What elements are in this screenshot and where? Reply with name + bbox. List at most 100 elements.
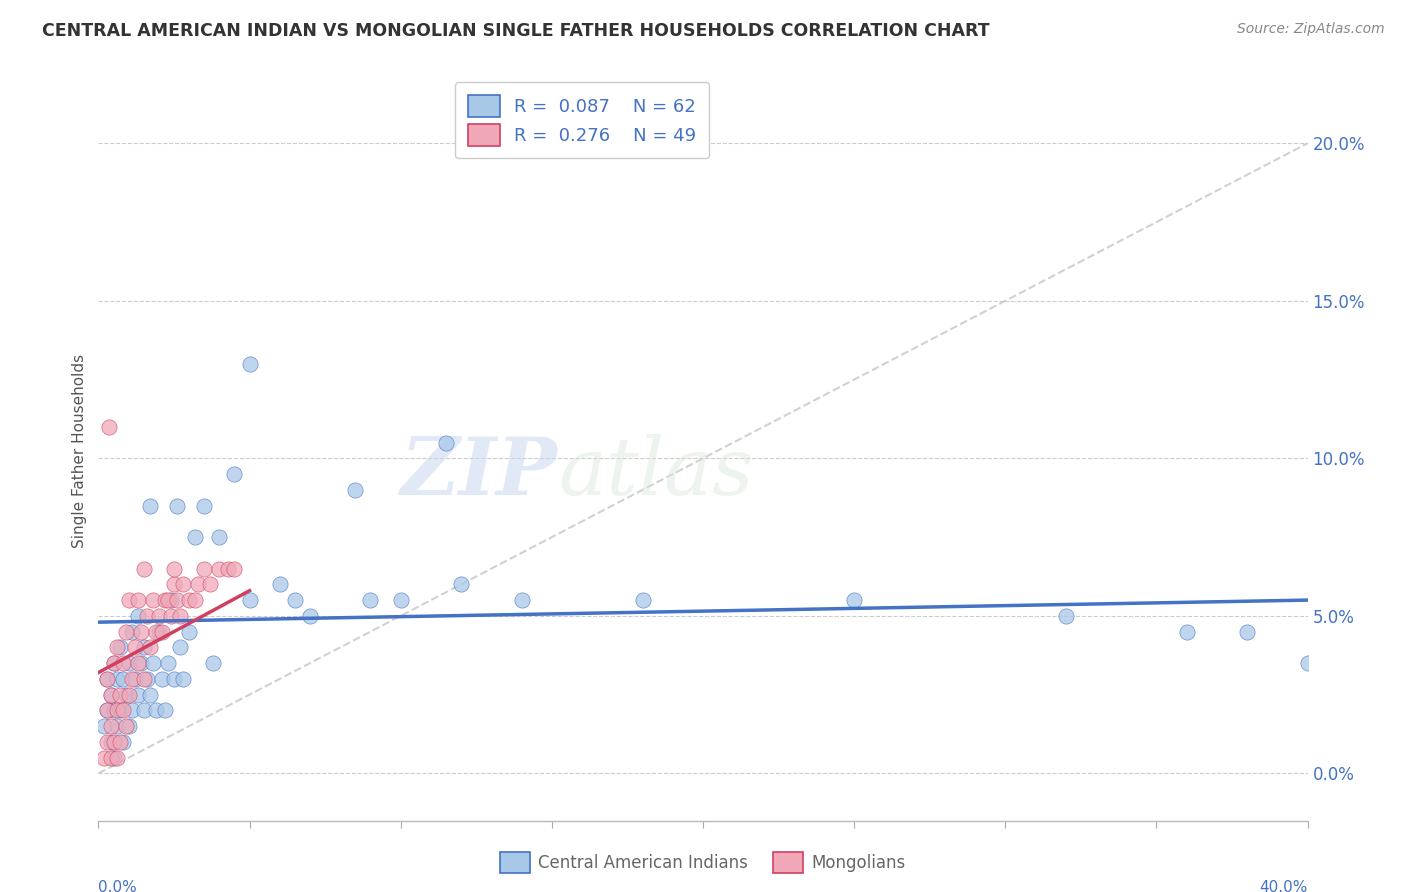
- Point: [150, 672, 173, 686]
- Point: [163, 577, 186, 591]
- Point: [208, 530, 231, 544]
- Point: [145, 703, 167, 717]
- Point: [142, 656, 165, 670]
- Point: [105, 672, 128, 686]
- Point: [132, 640, 155, 655]
- Point: [103, 750, 125, 764]
- Point: [844, 593, 866, 607]
- Point: [111, 703, 134, 717]
- Text: ZIP: ZIP: [401, 434, 558, 511]
- Text: 0.0%: 0.0%: [98, 880, 138, 892]
- Point: [108, 688, 131, 702]
- Point: [239, 593, 262, 607]
- Point: [1296, 656, 1319, 670]
- Point: [124, 640, 146, 655]
- Point: [114, 624, 136, 639]
- Point: [135, 608, 157, 623]
- Point: [1236, 624, 1258, 639]
- Point: [169, 608, 191, 623]
- Point: [108, 640, 131, 655]
- Point: [103, 735, 125, 749]
- Point: [145, 624, 167, 639]
- Point: [269, 577, 291, 591]
- Y-axis label: Single Father Households: Single Father Households: [72, 353, 87, 548]
- Point: [224, 467, 246, 481]
- Point: [156, 593, 179, 607]
- Point: [100, 735, 122, 749]
- Legend: R =  0.087    N = 62, R =  0.276    N = 49: R = 0.087 N = 62, R = 0.276 N = 49: [456, 82, 709, 159]
- Point: [160, 608, 183, 623]
- Point: [200, 577, 222, 591]
- Point: [96, 672, 118, 686]
- Point: [118, 719, 141, 733]
- Point: [284, 593, 307, 607]
- Point: [105, 719, 128, 733]
- Legend: Central American Indians, Mongolians: Central American Indians, Mongolians: [494, 846, 912, 880]
- Point: [127, 593, 149, 607]
- Point: [103, 656, 125, 670]
- Point: [179, 624, 201, 639]
- Point: [93, 719, 115, 733]
- Point: [96, 672, 118, 686]
- Point: [360, 593, 382, 607]
- Point: [108, 735, 131, 749]
- Point: [179, 593, 201, 607]
- Point: [169, 640, 191, 655]
- Point: [510, 593, 533, 607]
- Point: [299, 608, 322, 623]
- Point: [132, 703, 155, 717]
- Point: [150, 624, 173, 639]
- Point: [103, 656, 125, 670]
- Point: [129, 624, 152, 639]
- Point: [98, 420, 121, 434]
- Point: [114, 688, 136, 702]
- Point: [121, 624, 143, 639]
- Point: [118, 656, 141, 670]
- Point: [111, 656, 134, 670]
- Point: [172, 577, 194, 591]
- Point: [100, 688, 122, 702]
- Point: [450, 577, 472, 591]
- Point: [153, 703, 176, 717]
- Text: 40.0%: 40.0%: [1260, 880, 1308, 892]
- Text: atlas: atlas: [558, 434, 754, 511]
- Point: [166, 499, 188, 513]
- Point: [118, 593, 141, 607]
- Point: [139, 688, 162, 702]
- Point: [202, 656, 225, 670]
- Point: [163, 561, 186, 575]
- Point: [224, 561, 246, 575]
- Point: [111, 735, 134, 749]
- Point: [100, 688, 122, 702]
- Point: [389, 593, 412, 607]
- Point: [187, 577, 209, 591]
- Point: [172, 672, 194, 686]
- Point: [217, 561, 239, 575]
- Point: [93, 750, 115, 764]
- Point: [139, 499, 162, 513]
- Point: [105, 640, 128, 655]
- Point: [100, 750, 122, 764]
- Point: [160, 593, 183, 607]
- Point: [193, 561, 215, 575]
- Point: [132, 672, 155, 686]
- Point: [156, 656, 179, 670]
- Point: [124, 672, 146, 686]
- Point: [166, 593, 188, 607]
- Point: [121, 703, 143, 717]
- Point: [1054, 608, 1077, 623]
- Point: [163, 672, 186, 686]
- Point: [239, 357, 262, 371]
- Point: [114, 719, 136, 733]
- Point: [121, 672, 143, 686]
- Point: [1175, 624, 1198, 639]
- Point: [103, 703, 125, 717]
- Point: [135, 672, 157, 686]
- Point: [193, 499, 215, 513]
- Point: [118, 688, 141, 702]
- Point: [96, 735, 118, 749]
- Point: [208, 561, 231, 575]
- Point: [96, 703, 118, 717]
- Point: [434, 435, 457, 450]
- Point: [148, 624, 170, 639]
